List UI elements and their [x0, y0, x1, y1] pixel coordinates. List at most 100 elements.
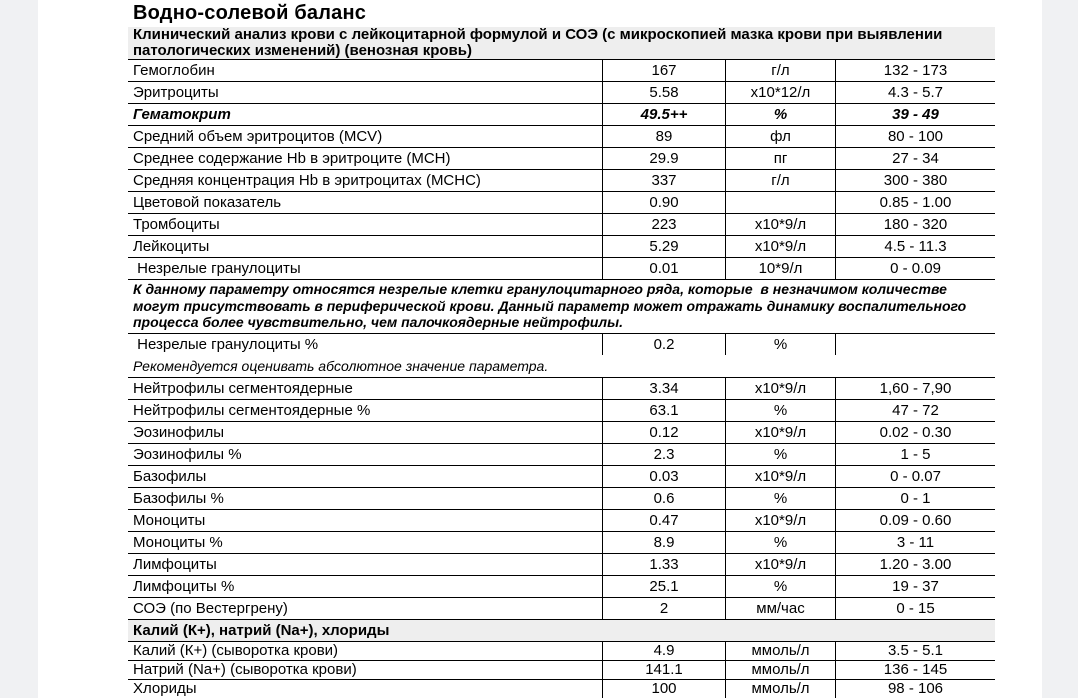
cell-range: 0.85 - 1.00 — [835, 192, 995, 213]
cell-unit: % — [725, 104, 835, 125]
cell-name: Эозинофилы % — [133, 445, 242, 463]
cell-range: 98 - 106 — [835, 679, 995, 698]
page-gutter-left — [0, 0, 38, 698]
cell-unit: х10*9/л — [725, 553, 835, 575]
cell-range: 1,60 - 7,90 — [835, 377, 995, 399]
cell-value: 1.33 — [602, 553, 725, 575]
cell-unit: х10*9/л — [725, 214, 835, 235]
cell-value: 0.01 — [602, 258, 725, 279]
table-row: Моноциты 0.47 х10*9/л 0.09 - 0.60 — [128, 508, 995, 531]
cell-name: Средняя концентрация Hb в эритроцитах (M… — [133, 172, 481, 189]
cell-name: Базофилы % — [133, 489, 224, 507]
lab-report-document: Водно-солевой баланс Клинический анализ … — [128, 0, 995, 698]
cell-name: Нейтрофилы сегментоядерные — [133, 379, 353, 397]
cell-range: 0 - 15 — [835, 597, 995, 619]
cell-unit: % — [725, 399, 835, 421]
cell-value: 3.34 — [602, 377, 725, 399]
cell-name: СОЭ (по Вестергрену) — [133, 599, 288, 617]
table-row: СОЭ (по Вестергрену) 2 мм/час 0 - 15 — [128, 596, 995, 619]
lab-results-table: Клинический анализ крови с лейкоцитарной… — [128, 27, 995, 698]
table-row: Моноциты % 8.9% 3 - 11 — [128, 530, 995, 553]
cell-range: 300 - 380 — [835, 170, 995, 191]
cell-unit: 10*9/л — [725, 258, 835, 279]
cell-name: Калий (К+) (сыворотка крови) — [133, 642, 339, 659]
cell-range — [835, 333, 995, 355]
cell-name: Натрий (Na+) (сыворотка крови) — [133, 661, 357, 678]
section-header: Клинический анализ крови с лейкоцитарной… — [128, 27, 995, 59]
table-row: Тромбоциты 223 х10*9/л 180 - 320 — [128, 213, 995, 235]
section-header-label: Клинический анализ крови с лейкоцитарной… — [133, 26, 947, 59]
section-header: Калий (К+), натрий (Na+), хлориды — [128, 618, 995, 641]
table-row: Хлориды 100 ммоль/л 98 - 106 — [128, 678, 995, 698]
cell-value: 337 — [602, 170, 725, 191]
cell-range: 132 - 173 — [835, 60, 995, 81]
cell-unit: % — [725, 443, 835, 465]
table-row: Средняя концентрация Hb в эритроцитах (M… — [128, 169, 995, 191]
cell-range: 4.5 - 11.3 — [835, 236, 995, 257]
cell-unit — [725, 192, 835, 213]
cell-range: 4.3 - 5.7 — [835, 82, 995, 103]
cell-value: 141.1 — [602, 660, 725, 679]
cell-value: 5.29 — [602, 236, 725, 257]
cell-name: Лейкоциты — [133, 238, 210, 255]
cell-range: 47 - 72 — [835, 399, 995, 421]
cell-range: 0 - 1 — [835, 487, 995, 509]
table-row: Цветовой показатель 0.90 0.85 - 1.00 — [128, 191, 995, 213]
page-title: Водно-солевой баланс — [133, 2, 367, 24]
cell-unit: % — [725, 487, 835, 509]
cell-range: 19 - 37 — [835, 575, 995, 597]
cell-value: 89 — [602, 126, 725, 147]
cell-unit: х10*9/л — [725, 509, 835, 531]
table-row: Эозинофилы % 2.3% 1 - 5 — [128, 442, 995, 465]
note-text: К данному параметру относятся незрелые к… — [128, 279, 995, 333]
cell-name: Базофилы — [133, 467, 207, 485]
cell-range: 3 - 11 — [835, 531, 995, 553]
cell-unit: г/л — [725, 170, 835, 191]
cell-value: 8.9 — [602, 531, 725, 553]
cell-unit: ммоль/л — [725, 641, 835, 660]
table-row: Незрелые гранулоциты % 0.2% — [128, 332, 995, 355]
cell-name: Средний объем эритроцитов (MCV) — [133, 128, 383, 145]
cell-unit: мм/час — [725, 597, 835, 619]
cell-range: 39 - 49 — [835, 104, 995, 125]
cell-range: 0 - 0.07 — [835, 465, 995, 487]
cell-name: Среднее содержание Hb в эритроците (MCH) — [133, 150, 451, 167]
table-row: Гемоглобин 167 г/л 132 - 173 — [128, 59, 995, 81]
table-row: Нейтрофилы сегментоядерные % 63.1% 47 - 72 — [128, 398, 995, 421]
cell-value: 0.12 — [602, 421, 725, 443]
cell-unit: % — [725, 575, 835, 597]
cell-range: 80 - 100 — [835, 126, 995, 147]
cell-value: 0.6 — [602, 487, 725, 509]
cell-name: Лимфоциты — [133, 555, 217, 573]
cell-name: Незрелые гранулоциты % — [133, 335, 319, 353]
cell-name: Цветовой показатель — [133, 194, 282, 211]
cell-unit: % — [725, 333, 835, 355]
table-row: Лейкоциты 5.29 х10*9/л 4.5 - 11.3 — [128, 235, 995, 257]
cell-unit: фл — [725, 126, 835, 147]
cell-range: 1 - 5 — [835, 443, 995, 465]
cell-unit: х10*12/л — [725, 82, 835, 103]
table-row: Средний объем эритроцитов (MCV) 89 фл 80 - … — [128, 125, 995, 147]
cell-name: Моноциты % — [133, 533, 223, 551]
table-row: Эритроциты 5.58 х10*12/л 4.3 - 5.7 — [128, 81, 995, 103]
cell-range: 0.09 - 0.60 — [835, 509, 995, 531]
cell-value: 63.1 — [602, 399, 725, 421]
cell-name: Лимфоциты % — [133, 577, 235, 595]
cell-value: 5.58 — [602, 82, 725, 103]
cell-unit: х10*9/л — [725, 377, 835, 399]
cell-name: Эозинофилы — [133, 423, 225, 441]
cell-unit: пг — [725, 148, 835, 169]
cell-value: 100 — [602, 679, 725, 698]
cell-value: 223 — [602, 214, 725, 235]
table-row: Незрелые гранулоциты 0.01 10*9/л 0 - 0.09 — [128, 257, 995, 279]
cell-name: Тромбоциты — [133, 216, 220, 233]
cell-name: Моноциты — [133, 511, 206, 529]
cell-unit: ммоль/л — [725, 679, 835, 698]
cell-range: 180 - 320 — [835, 214, 995, 235]
cell-unit: х10*9/л — [725, 236, 835, 257]
table-row: Гематокрит 49.5++% 39 - 49 — [128, 103, 995, 125]
cell-unit: х10*9/л — [725, 421, 835, 443]
cell-value: 29.9 — [602, 148, 725, 169]
cell-unit: ммоль/л — [725, 660, 835, 679]
cell-range: 0.02 - 0.30 — [835, 421, 995, 443]
